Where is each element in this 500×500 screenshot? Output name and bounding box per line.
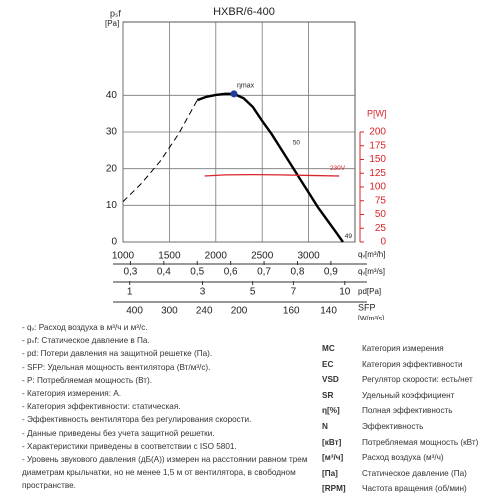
chart: HXBR/6-400 1000 1500 2000 2500 3000 qᵥ[m³/h]0… [105,6,387,320]
abbr-row: N Эффективность [322,422,478,438]
abbreviations: MC Категория измерения EC Категория эффекти… [322,344,478,500]
note: - Данные приведены без учета защитной ре… [22,428,215,438]
scale-tick-label: 0,4 [157,267,171,278]
abbr-key: η[%] [322,406,340,416]
x-tick-label: 2500 [251,251,274,262]
y2-tick-label: 0 [380,237,386,248]
annotation: 50 [293,140,301,147]
scale-label: SFP [358,302,376,312]
abbr-key: EC [322,359,334,369]
abbr-key: SR [322,390,334,400]
scale-label: qᵥ[m³/s] [358,267,385,276]
abbr-key: [RPM] [322,484,346,494]
x-tick-label: 1000 [112,251,135,262]
abbr-row: VSD Регулятор скорости: есть/нет [322,375,478,391]
scale-tick-label: 10 [339,287,351,298]
curve [196,92,344,243]
note: - qᵥ: Расход воздуха в м³/ч и м³/с. [22,323,148,332]
note: - Категория эффективности: статическая. [22,402,181,412]
abbr-desc: Регулятор скорости: есть/нет [362,375,473,385]
abbr-row: [RPM] Частота вращения (об/мин) [322,484,478,500]
note: - pₛf: Статическое давление в Па. [22,336,150,346]
scale-tick-label: 0,5 [190,267,204,278]
abbr-desc: Частота вращения (об/мин) [362,484,467,494]
abbr-row: SR Удельный коэффициент [322,391,478,407]
scale-label: pd[Pa] [358,287,381,296]
eta-max-label: ηmax [237,83,255,90]
x-axis-label: qᵥ[m³/h] [358,250,385,259]
note: - Категория измерения: A. [22,389,121,399]
abbr-desc: Эффективность [362,421,424,431]
x-tick-label: 2000 [205,251,228,262]
scale-tick-label: 240 [196,306,213,317]
abbr-desc: Категория измерения [362,344,444,353]
eta-max-point [230,90,238,98]
y2-tick-label: 100 [369,182,386,193]
scale-tick-label: 5 [250,287,256,298]
curve [122,99,198,203]
annotation: 230V [330,165,346,172]
y2-tick-label: 25 [375,223,387,234]
scale-tick-label: 160 [283,306,300,317]
x-tick-label: 1500 [158,251,181,262]
scale-tick-label: 0,9 [324,267,338,278]
abbr-desc: Удельный коэффициент [362,390,455,400]
abbr-key: [кВт] [322,437,342,447]
note: - Эффективность вентилятора без регулиро… [22,415,252,425]
annotation: 49 [345,233,353,240]
abbr-key: [м³/ч] [322,453,344,463]
y2-tick-label: 150 [369,154,386,165]
y-axis-unit: [Pa] [105,19,119,28]
scale-tick-label: 0,8 [291,267,305,278]
abbr-desc: Расход воздуха (м³/ч) [362,453,444,463]
note: - SFP: Удельная мощность вентилятора (Вт… [22,362,211,372]
abbr-row: η[%] Полная эффективность [322,406,478,422]
abbr-desc: Потребляемая мощность (кВт) [362,437,479,447]
y2-tick-label: 75 [375,195,387,206]
note: - Уровень звукового давления (дБ(А)) изм… [22,455,308,491]
y2-axis-label: P[W] [367,108,387,118]
y2-tick-label: 125 [369,168,386,179]
note: - pd: Потери давления на защитной решетк… [22,349,213,359]
scale-tick-label: 1 [127,287,133,298]
chart-title: HXBR/6-400 [213,6,275,18]
abbr-key: MC [322,344,335,353]
y-tick-label: 20 [106,163,118,174]
abbr-row: [Па] Статическое давление (Па) [322,469,478,485]
scale-tick-label: 140 [320,306,337,317]
y-tick-label: 10 [106,200,118,211]
abbr-row: EC Категория эффективности [322,360,478,376]
note: - P: Потребляемая мощность (Вт). [22,375,153,385]
y-tick-label: 0 [111,237,117,248]
y-axis-label: pₛf [110,8,121,18]
scale-tick-label: 0,7 [257,267,271,278]
abbr-row: [кВт] Потребляемая мощность (кВт) [322,438,478,454]
abbr-desc: Полная эффективность [362,406,453,416]
y-tick-label: 30 [106,127,118,138]
abbr-key: VSD [322,375,339,385]
abbr-key: N [322,421,328,431]
y-tick-label: 40 [106,90,118,101]
abbr-row: [м³/ч] Расход воздуха (м³/ч) [322,453,478,469]
scale-unit: [W/m³/s] [358,316,384,320]
scale-tick-label: 300 [161,306,178,317]
x-tick-label: 3000 [297,251,320,262]
scale-tick-label: 0,6 [224,267,238,278]
y2-tick-label: 50 [375,209,387,220]
abbr-key: [Па] [322,468,338,478]
note: - Характеристики приведены в соответстви… [22,441,237,451]
abbr-desc: Статическое давление (Па) [362,468,467,478]
y2-tick-label: 200 [369,127,386,138]
scale-tick-label: 3 [200,287,206,298]
scale-tick-label: 0,3 [123,267,137,278]
scale-tick-label: 7 [291,287,297,298]
curve [204,173,340,177]
y2-tick-label: 175 [369,140,386,151]
notes: - qᵥ: Расход воздуха в м³/ч и м³/с. - pₛf… [22,321,314,493]
scale-tick-label: 200 [231,306,248,317]
scale-tick-label: 400 [126,306,143,317]
abbr-row: MC Категория измерения [322,344,478,360]
abbr-desc: Категория эффективности [362,359,463,369]
